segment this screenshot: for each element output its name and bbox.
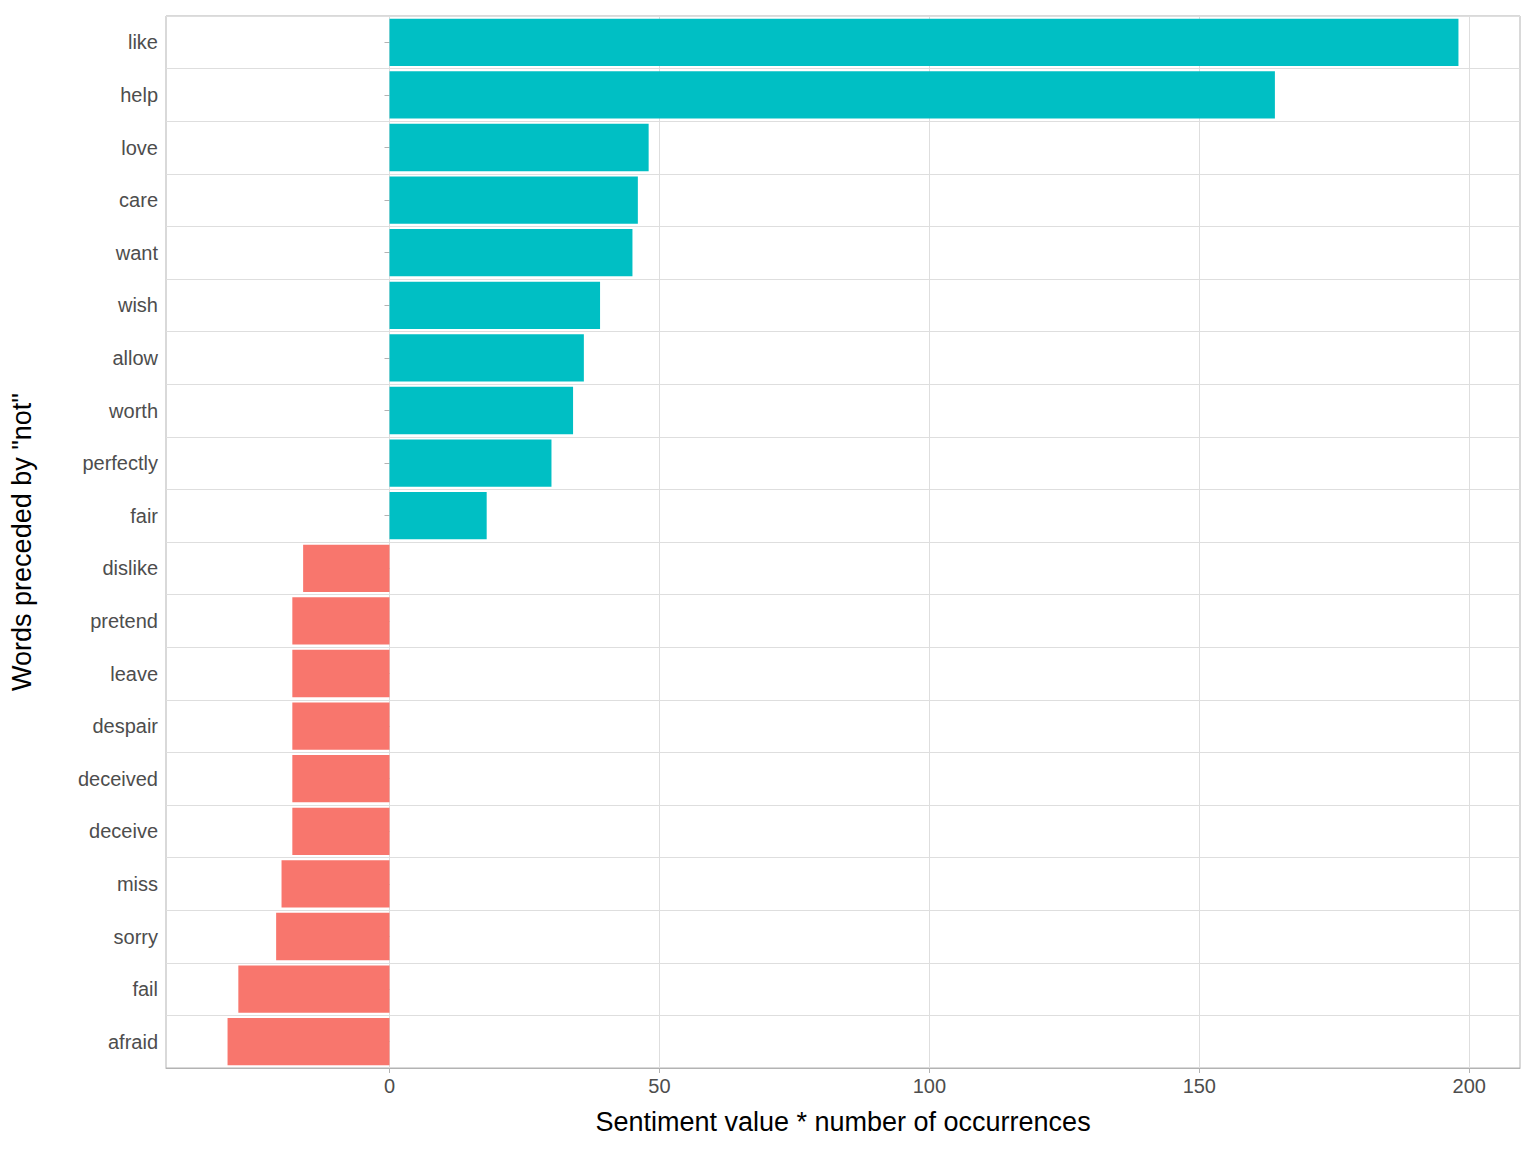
svg-text:help: help bbox=[120, 84, 158, 106]
svg-text:fair: fair bbox=[130, 505, 158, 527]
svg-text:Sentiment value * number of oc: Sentiment value * number of occurrences bbox=[595, 1107, 1090, 1137]
svg-text:Words preceded by "not": Words preceded by "not" bbox=[7, 393, 37, 691]
svg-text:sorry: sorry bbox=[114, 926, 158, 948]
svg-text:dislike: dislike bbox=[102, 557, 158, 579]
svg-text:50: 50 bbox=[648, 1075, 670, 1097]
svg-text:perfectly: perfectly bbox=[82, 452, 158, 474]
svg-text:deceived: deceived bbox=[78, 768, 158, 790]
svg-text:100: 100 bbox=[913, 1075, 946, 1097]
svg-text:leave: leave bbox=[110, 663, 158, 685]
svg-text:pretend: pretend bbox=[90, 610, 158, 632]
svg-text:0: 0 bbox=[384, 1075, 395, 1097]
svg-text:fail: fail bbox=[132, 978, 158, 1000]
svg-text:care: care bbox=[119, 189, 158, 211]
svg-text:despair: despair bbox=[92, 715, 158, 737]
svg-text:love: love bbox=[121, 137, 158, 159]
svg-text:worth: worth bbox=[108, 400, 158, 422]
svg-text:want: want bbox=[115, 242, 159, 264]
svg-text:wish: wish bbox=[117, 294, 158, 316]
svg-text:afraid: afraid bbox=[108, 1031, 158, 1053]
svg-text:150: 150 bbox=[1183, 1075, 1216, 1097]
svg-text:allow: allow bbox=[112, 347, 158, 369]
svg-text:miss: miss bbox=[117, 873, 158, 895]
svg-text:like: like bbox=[128, 31, 158, 53]
svg-text:200: 200 bbox=[1453, 1075, 1486, 1097]
svg-text:deceive: deceive bbox=[89, 820, 158, 842]
